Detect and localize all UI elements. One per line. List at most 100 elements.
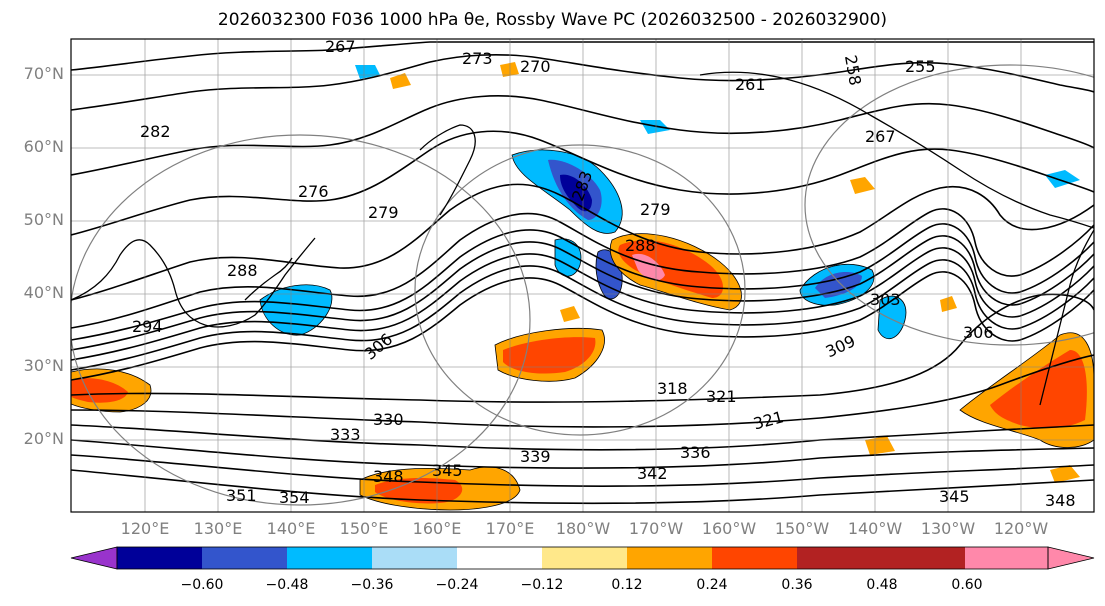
contour-label: 318 xyxy=(657,379,688,398)
lat-label-40n: 40°N xyxy=(23,283,64,302)
contour-label: 288 xyxy=(227,261,258,280)
lon-label-140e: 140°E xyxy=(266,519,316,538)
colorbar-segment xyxy=(882,547,965,569)
colorbar-segment xyxy=(797,547,882,569)
lon-label-170e: 170°E xyxy=(485,519,535,538)
colorbar-segment xyxy=(287,547,372,569)
plot-title: 2026032300 F036 1000 hPa θe, Rossby Wave… xyxy=(217,10,888,30)
contour-label: 345 xyxy=(939,487,970,506)
contour-label: 351 xyxy=(226,486,257,505)
contour-label: 279 xyxy=(368,203,399,222)
lon-label-140w: 140°W xyxy=(847,519,903,538)
rossby-circle-east xyxy=(804,64,1094,346)
contour-label: 267 xyxy=(325,37,356,56)
contour-label: 288 xyxy=(625,236,656,255)
contour-label: 336 xyxy=(680,443,711,462)
coast-kamchatka xyxy=(419,124,476,216)
contour-258 xyxy=(71,41,1094,71)
colorbar-tick: −0.12 xyxy=(520,577,564,593)
contour-label: 342 xyxy=(637,464,668,483)
colorbar-tick: 0.60 xyxy=(951,577,983,593)
neg-anomaly-east-core xyxy=(815,272,862,298)
contour-354 xyxy=(71,469,1094,505)
lat-label-30n: 30°N xyxy=(23,356,64,375)
colorbar-tick: −0.60 xyxy=(180,577,224,593)
map-frame xyxy=(70,38,1095,513)
pos-anomaly-subtropic-east-core xyxy=(990,350,1087,429)
rossby-circle-center xyxy=(414,144,746,436)
contour-label: 294 xyxy=(132,317,163,336)
contour-label: 267 xyxy=(865,127,896,146)
contour-label: 333 xyxy=(330,425,361,444)
colorbar-extend-low xyxy=(70,546,118,570)
coast-north-america xyxy=(1039,229,1094,406)
colorbar xyxy=(70,546,1095,570)
coastlines xyxy=(71,71,1094,406)
lat-lon-grid xyxy=(71,39,1094,512)
lon-label-130e: 130°E xyxy=(193,519,243,538)
lat-label-50n: 50°N xyxy=(23,210,64,229)
contour-309 xyxy=(71,271,1094,381)
coast-asia xyxy=(71,237,316,328)
colorbar-extend-high xyxy=(1047,546,1095,570)
colorbar-segments xyxy=(117,547,1048,569)
contour-300 xyxy=(71,235,1094,351)
contour-label: 303 xyxy=(870,290,901,309)
colorbar-segment xyxy=(627,547,712,569)
contour-282 xyxy=(71,130,1094,236)
colorbar-segment xyxy=(202,547,287,569)
colorbar-tick: 0.24 xyxy=(696,577,728,593)
colorbar-segment xyxy=(372,547,457,569)
contour-303 xyxy=(71,247,1094,361)
contour-label: 282 xyxy=(140,122,171,141)
colorbar-tick: 0.36 xyxy=(781,577,813,593)
lon-label-130w: 130°W xyxy=(920,519,976,538)
contour-330 xyxy=(71,354,1094,428)
colorbar-tick: −0.24 xyxy=(435,577,479,593)
contour-321 xyxy=(71,293,1094,403)
contour-label: 339 xyxy=(520,447,551,466)
contour-276 xyxy=(71,95,1094,176)
lat-label-60n: 60°N xyxy=(23,137,64,156)
contour-label: 273 xyxy=(462,49,493,68)
colorbar-segment xyxy=(712,547,797,569)
rossby-circles xyxy=(71,64,1094,506)
colorbar-tick: −0.36 xyxy=(350,577,394,593)
coast-japan xyxy=(244,257,293,301)
neg-anomaly-core-dark xyxy=(560,174,592,212)
rossby-circle-west xyxy=(71,134,531,506)
lon-label-180w: 180°W xyxy=(555,519,611,538)
colorbar-segment xyxy=(965,547,1048,569)
pos-anomaly-west-core xyxy=(71,378,128,403)
contour-306 xyxy=(71,259,1094,371)
contour-336 xyxy=(71,424,1094,451)
contour-label: 330 xyxy=(373,410,404,429)
pos-anomaly-central-core xyxy=(503,337,596,374)
contour-348 xyxy=(71,454,1094,487)
contour-label: 354 xyxy=(279,488,310,507)
contour-label: 306 xyxy=(963,323,994,342)
colorbar-frame xyxy=(116,546,1049,570)
lat-label-70n: 70°N xyxy=(23,64,64,83)
colorbar-tick: 0.12 xyxy=(611,577,643,593)
map-background xyxy=(71,39,1094,512)
colorbar-segment xyxy=(542,547,627,569)
pos-anomaly-south-central-core xyxy=(375,477,463,504)
lon-label-150w: 150°W xyxy=(774,519,830,538)
contour-label: 279 xyxy=(640,200,671,219)
contour-297 xyxy=(71,223,1094,341)
lon-label-170w: 170°W xyxy=(628,519,684,538)
colorbar-tick: 0.48 xyxy=(866,577,898,593)
contour-294 xyxy=(71,208,1094,329)
neg-anomaly-gulf xyxy=(877,295,907,340)
contour-label: 348 xyxy=(1045,491,1076,510)
lon-label-160e: 160°E xyxy=(412,519,462,538)
contour-label: 345 xyxy=(432,461,463,480)
colorbar-segment xyxy=(457,547,542,569)
lon-label-120e: 120°E xyxy=(120,519,170,538)
contour-label: 255 xyxy=(905,57,936,76)
lat-label-20n: 20°N xyxy=(23,429,64,448)
colorbar-tick: −0.48 xyxy=(265,577,309,593)
contour-label: 261 xyxy=(735,75,766,94)
contour-label: 270 xyxy=(520,57,551,76)
